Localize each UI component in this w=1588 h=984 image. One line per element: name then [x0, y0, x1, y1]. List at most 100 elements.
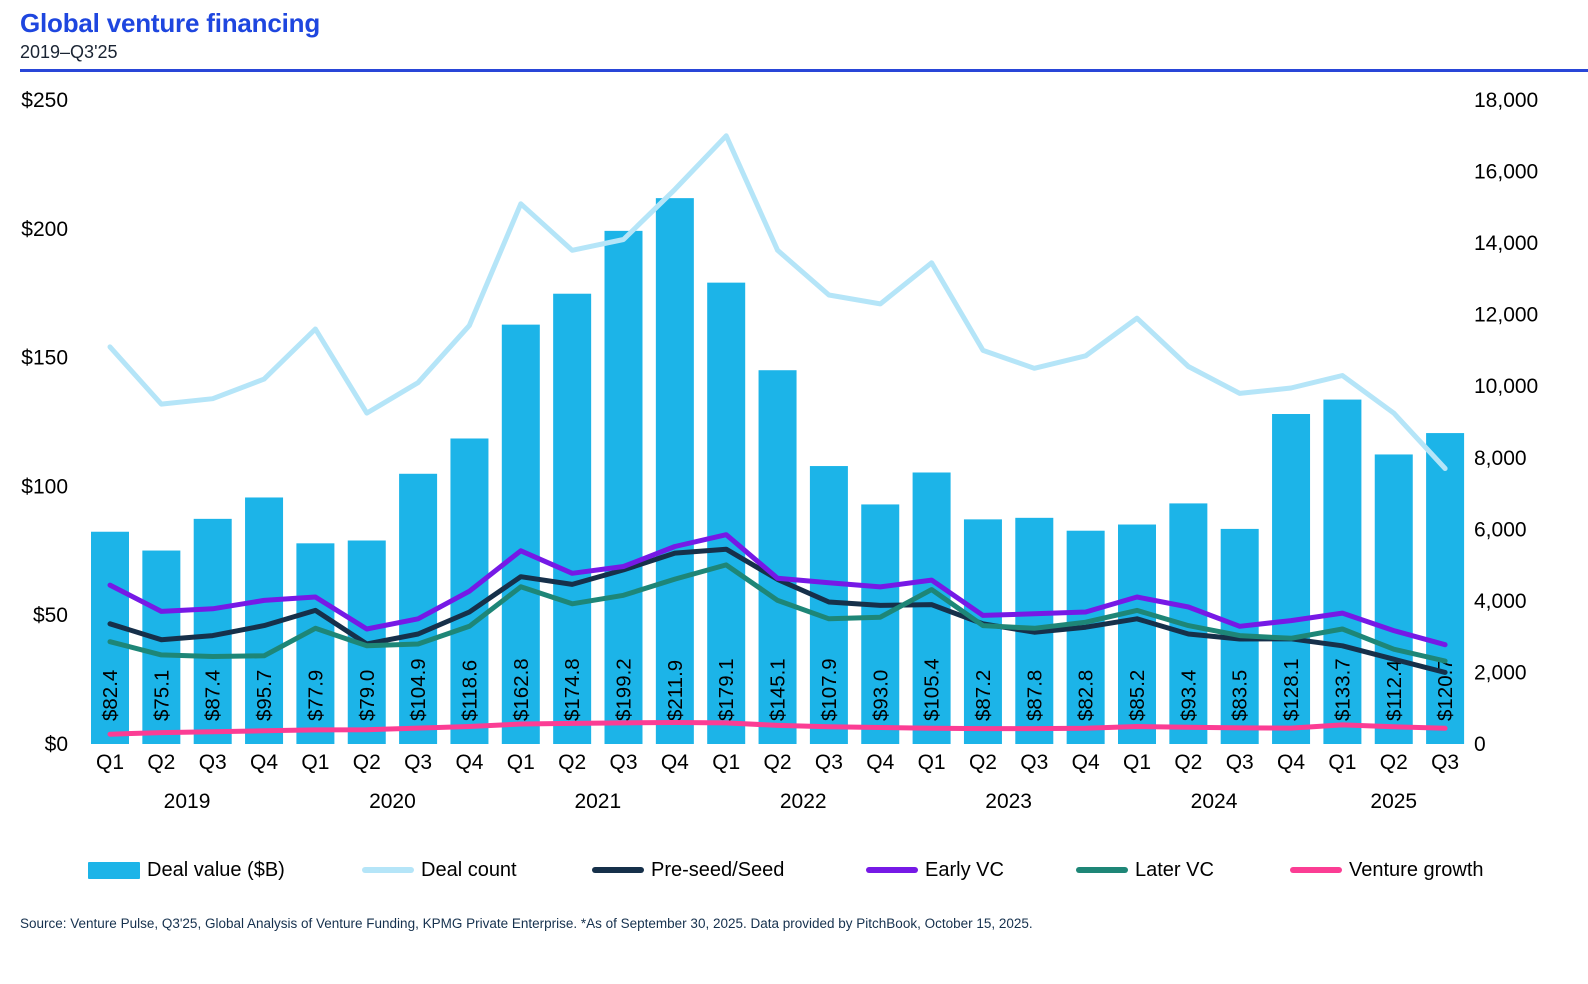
bar-value-label: $179.1: [715, 658, 738, 721]
bar-value-label: $87.4: [202, 670, 225, 721]
right-axis-tick-label: 16,000: [1474, 161, 1538, 184]
left-axis-tick-label: $50: [33, 604, 68, 627]
bar-value-label: $118.6: [458, 660, 481, 721]
chart-title: Global venture financing: [20, 8, 321, 38]
legend-item-early-vc: Early VC: [866, 852, 1004, 888]
bar-value-label: $79.0: [356, 670, 379, 721]
legend-line-swatch: [1290, 867, 1342, 873]
later-vc-line: [107, 562, 1448, 664]
year-label: 2025: [1370, 790, 1417, 813]
bar-value-label: $112.4: [1383, 660, 1406, 721]
bar-value-label: $162.8: [510, 658, 533, 721]
quarter-label: Q2: [1174, 751, 1202, 774]
right-axis-tick-label: 10,000: [1474, 375, 1538, 398]
quarter-label: Q3: [199, 751, 227, 774]
bar-value-label: $77.9: [304, 670, 327, 721]
quarter-label: Q1: [96, 751, 124, 774]
deal-value-bar: [963, 519, 1002, 744]
legend-item-deal-value-b-: Deal value ($B): [88, 852, 285, 888]
quarter-label: Q3: [815, 751, 843, 774]
legend-label: Early VC: [925, 858, 1004, 881]
quarter-label: Q2: [558, 751, 586, 774]
quarter-label: Q1: [1328, 751, 1356, 774]
quarter-label: Q2: [353, 751, 381, 774]
bar-value-label: $82.8: [1075, 670, 1098, 721]
deal-value-bar: [1118, 524, 1156, 744]
quarter-label: Q3: [609, 751, 637, 774]
legend-item-deal-count: Deal count: [362, 852, 517, 888]
quarter-label: Q1: [301, 751, 329, 774]
bar-value-label: $87.8: [1023, 670, 1046, 721]
deal-value-bar: [501, 324, 540, 744]
legend-item-pre-seed-seed: Pre-seed/Seed: [592, 852, 784, 888]
quarter-label: Q1: [1123, 751, 1151, 774]
bar-value-label: $211.9: [664, 660, 687, 721]
right-axis-tick-label: 8,000: [1474, 447, 1527, 470]
bar-value-label: $174.8: [561, 658, 584, 721]
quarter-label: Q2: [969, 751, 997, 774]
source-note: Source: Venture Pulse, Q3'25, Global Ana…: [20, 916, 1033, 931]
chart-legend: Deal value ($B) Deal count Pre-seed/Seed Ea…: [0, 852, 1588, 888]
deal-value-bar: [1426, 433, 1465, 744]
left-axis-tick-label: $250: [21, 89, 68, 112]
bar-value-label: $83.5: [1229, 670, 1252, 721]
bar-value-label: $199.2: [613, 658, 636, 721]
legend-label: Venture growth: [1349, 858, 1484, 881]
left-axis-tick-label: $150: [21, 347, 68, 370]
right-axis-tick-label: 6,000: [1474, 518, 1527, 541]
quarter-label: Q4: [1072, 751, 1100, 774]
year-label: 2022: [780, 790, 827, 813]
deal-value-bar: [655, 198, 694, 744]
deal-value-bar: [1272, 414, 1311, 744]
quarter-label: Q2: [1380, 751, 1408, 774]
quarter-label: Q4: [866, 751, 894, 774]
deal-value-bar: [296, 543, 335, 744]
legend-label: Deal count: [421, 858, 517, 881]
deal-value-bar: [604, 230, 643, 745]
deal-value-bar: [399, 473, 438, 744]
bar-value-label: $93.0: [869, 670, 892, 721]
deal-value-bar: [707, 282, 746, 744]
legend-item-later-vc: Later VC: [1076, 852, 1214, 888]
left-axis-tick-label: $0: [45, 733, 68, 756]
deal-value-bar: [142, 550, 181, 744]
bar-value-label: $93.4: [1177, 670, 1200, 721]
deal-count-line: [107, 133, 1448, 471]
legend-line-swatch: [866, 867, 918, 873]
bar-value-label: $85.2: [1126, 670, 1149, 721]
deal-value-bar: [91, 531, 129, 744]
quarter-label: Q3: [1431, 751, 1459, 774]
bar-value-label: $87.2: [972, 670, 995, 721]
year-label: 2020: [369, 790, 416, 813]
legend-line-swatch: [1076, 867, 1128, 873]
bar-value-label: $105.4: [921, 658, 944, 721]
bar-value-label: $145.1: [767, 658, 790, 721]
quarter-label: Q1: [918, 751, 946, 774]
quarter-label: Q2: [764, 751, 792, 774]
bar-value-label: $120.7: [1434, 658, 1457, 721]
quarter-label: Q3: [1020, 751, 1048, 774]
header-divider: [20, 69, 1588, 72]
bar-value-label: $95.7: [253, 670, 276, 721]
deal-value-bar: [758, 370, 797, 744]
legend-label: Deal value ($B): [147, 858, 285, 881]
deal-value-bar: [1323, 399, 1362, 744]
legend-bar-swatch: [88, 861, 140, 879]
year-label: 2023: [985, 790, 1032, 813]
bar-value-label: $104.9: [407, 658, 430, 721]
bar-value-label: $128.1: [1280, 658, 1303, 721]
quarter-label: Q3: [1226, 751, 1254, 774]
right-axis-tick-label: 12,000: [1474, 304, 1538, 327]
deal-value-bar: [1374, 454, 1413, 744]
right-axis-tick-label: 4,000: [1474, 590, 1527, 613]
quarter-label: Q2: [147, 751, 175, 774]
right-axis-tick-label: 14,000: [1474, 232, 1538, 255]
left-axis-tick-label: $200: [21, 218, 68, 241]
quarter-label: Q4: [250, 751, 278, 774]
left-axis-tick-label: $100: [21, 475, 68, 498]
venture-growth-line: [107, 720, 1448, 737]
year-label: 2019: [164, 790, 211, 813]
early-vc-line: [107, 532, 1448, 648]
deal-value-bar: [553, 293, 592, 744]
